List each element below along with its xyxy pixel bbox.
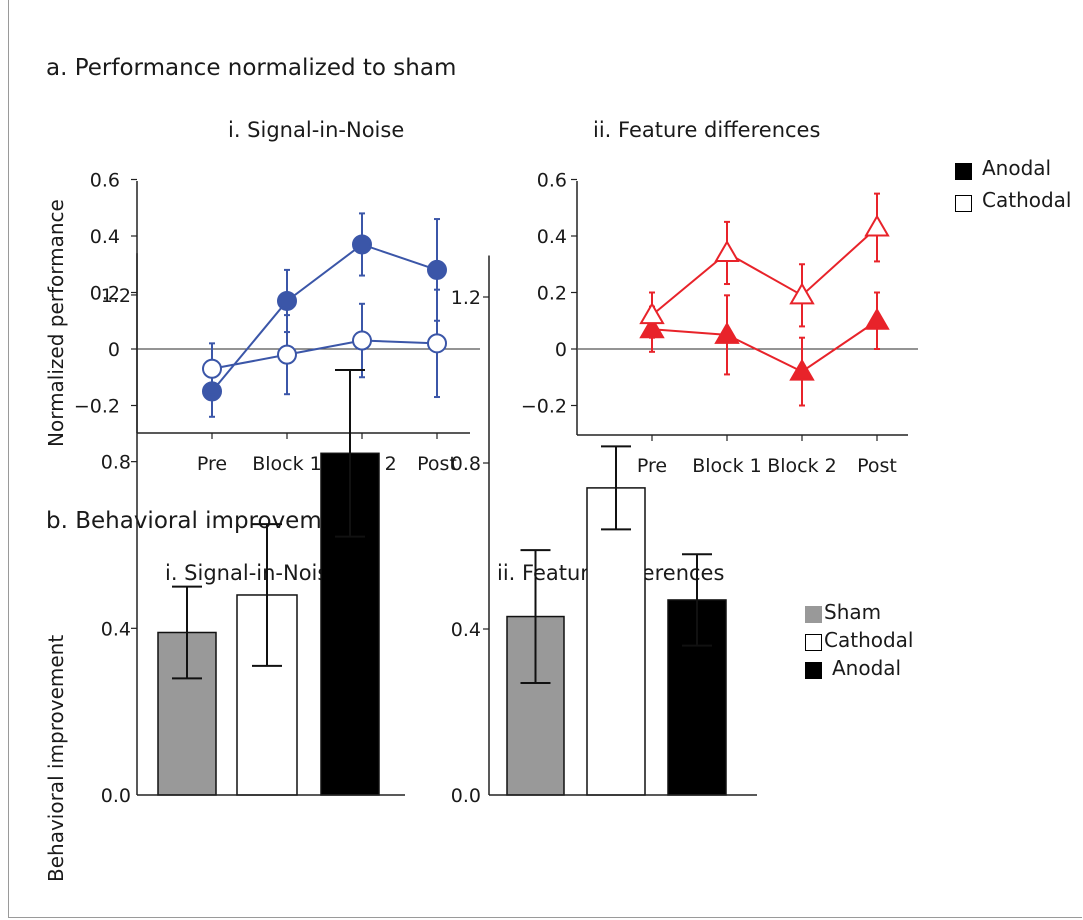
y-tick-label: 0.8: [451, 453, 481, 475]
series-line-anodal: [651, 319, 878, 373]
x-tick-label: Post: [417, 453, 457, 475]
legend-swatch-cathodal: [955, 195, 972, 212]
data-point-cathodal: [639, 302, 665, 325]
legend-label-cathodal: Cathodal: [824, 628, 914, 652]
y-tick-label: 0: [108, 339, 120, 361]
x-tick-label: Block 2: [767, 455, 837, 477]
y-tick-label: 0.0: [101, 785, 131, 807]
legend-swatch-anodal: [955, 163, 972, 180]
y-tick-label: 0.2: [90, 283, 120, 305]
x-tick-label: Pre: [637, 455, 667, 477]
legend-swatch-anodal: [805, 662, 822, 679]
y-tick-label: 0.0: [451, 785, 481, 807]
x-tick-label: Block 1: [692, 455, 762, 477]
data-point-cathodal: [352, 330, 372, 351]
legend-label-anodal: Anodal: [832, 656, 902, 680]
section-b-title: b. Behavioral improvement: [46, 508, 360, 534]
legend-label-sham: Sham: [824, 600, 882, 624]
data-point-anodal: [352, 234, 372, 255]
y-tick-label: 0.4: [451, 619, 481, 641]
y-tick-label: 0.8: [101, 452, 131, 474]
data-point-cathodal: [714, 239, 740, 262]
y-tick-label: 0: [555, 339, 567, 361]
legend-swatch-sham: [805, 606, 822, 623]
line-chart-1: [131, 178, 480, 439]
figure-frame: [8, 0, 1082, 918]
y-tick-label: −0.2: [521, 396, 567, 418]
series-line-cathodal: [651, 226, 878, 316]
chart-a1-title: i. Signal-in-Noise: [228, 118, 405, 142]
x-tick-label: Pre: [197, 453, 227, 475]
data-point-anodal: [277, 290, 297, 311]
x-tick-label: Block 1: [252, 453, 322, 475]
y-tick-label: −0.2: [74, 396, 120, 418]
chart-b1-title: i. Signal-in-Noise: [165, 561, 342, 585]
x-tick-label: Post: [857, 455, 897, 477]
line-chart-2: [571, 178, 918, 441]
legend-swatch-cathodal: [805, 634, 822, 651]
y-tick-label: 0.4: [537, 226, 567, 248]
y-tick-label: 1.2: [451, 287, 481, 309]
y-tick-label: 0.6: [537, 170, 567, 192]
data-point-cathodal: [427, 333, 447, 354]
data-point-anodal: [427, 259, 447, 280]
legend-label-anodal: Anodal: [982, 156, 1052, 180]
data-point-cathodal: [864, 214, 890, 237]
data-point-cathodal: [277, 344, 297, 365]
legend-label-cathodal: Cathodal: [982, 188, 1072, 212]
y-tick-label: 0.6: [90, 170, 120, 192]
y-tick-label: 1.2: [101, 285, 131, 307]
bar-chart-2: [483, 255, 757, 796]
bar-chart-1: [131, 253, 405, 796]
y-tick-label: 0.2: [537, 283, 567, 305]
data-point-anodal: [789, 358, 815, 381]
section-a-title: a. Performance normalized to sham: [46, 55, 457, 81]
bar-cathodal: [586, 487, 646, 796]
chart-a2-title: ii. Feature differences: [593, 118, 821, 142]
data-point-cathodal: [202, 358, 222, 379]
y-tick-label: 0.4: [90, 226, 120, 248]
y-tick-label: 0.4: [101, 618, 131, 640]
data-point-cathodal: [789, 282, 815, 305]
series-line-anodal: [211, 243, 438, 393]
series-line-cathodal: [211, 339, 438, 370]
data-point-anodal: [864, 307, 890, 330]
data-point-anodal: [714, 321, 740, 344]
